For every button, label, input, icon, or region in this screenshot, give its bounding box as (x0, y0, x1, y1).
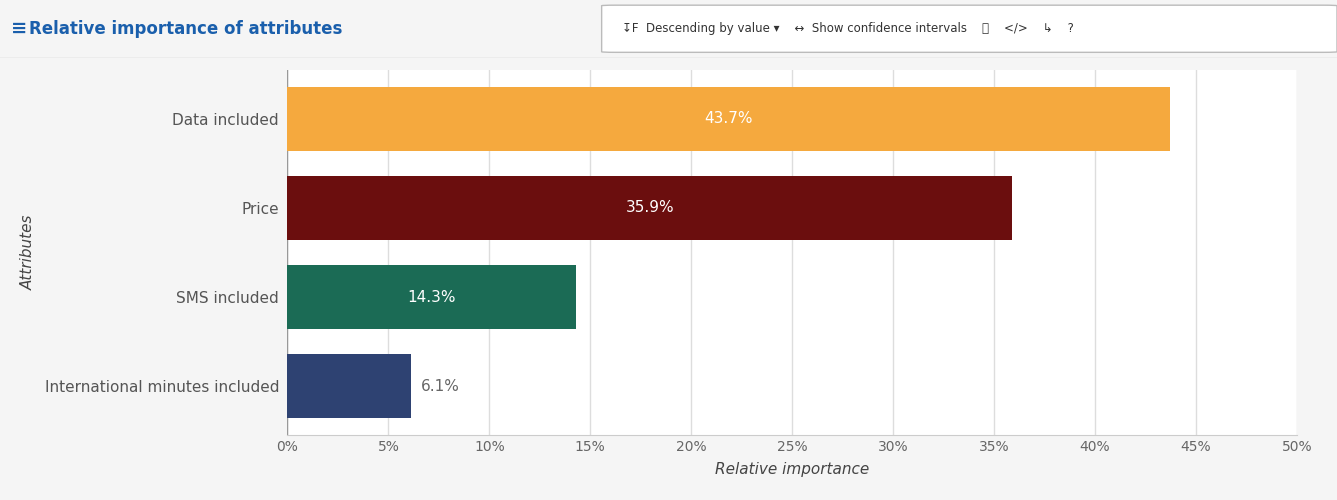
Text: ≡: ≡ (11, 19, 27, 38)
Text: 35.9%: 35.9% (626, 200, 674, 216)
Y-axis label: Attributes: Attributes (21, 215, 36, 290)
Text: Relative importance of attributes: Relative importance of attributes (29, 20, 342, 38)
Bar (287, 86, 1170, 151)
Text: 14.3%: 14.3% (408, 290, 456, 304)
Bar (287, 265, 576, 329)
Bar (287, 354, 410, 418)
Text: 43.7%: 43.7% (705, 111, 753, 126)
Bar (287, 176, 1012, 240)
FancyBboxPatch shape (602, 5, 1337, 52)
Text: 6.1%: 6.1% (421, 379, 460, 394)
Text: ↧F  Descending by value ▾    ↔  Show confidence intervals    ⤓    </>    ↳    ?: ↧F Descending by value ▾ ↔ Show confiden… (622, 22, 1074, 35)
X-axis label: Relative importance: Relative importance (715, 462, 869, 477)
